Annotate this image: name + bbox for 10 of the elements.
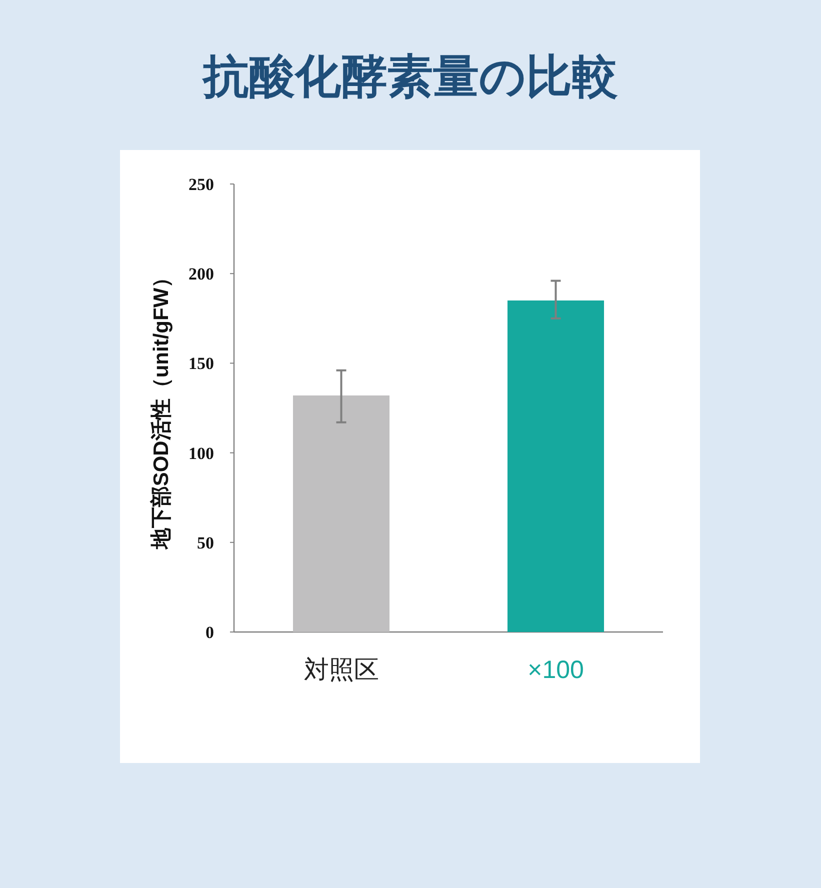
y-tick-label: 50	[197, 533, 214, 552]
y-tick-label: 100	[188, 444, 214, 463]
x-tick-label: ×100	[528, 656, 584, 684]
y-tick-label: 200	[188, 264, 214, 284]
y-tick-label: 0	[206, 623, 214, 642]
x-tick-label: 対照区	[304, 656, 379, 684]
y-tick-label: 150	[188, 354, 214, 374]
y-tick-label: 250	[188, 175, 214, 194]
chart-title: 抗酸化酵素量の比較	[201, 50, 618, 102]
y-axis-title: 地下部SOD活性（unit/gFW）	[149, 266, 173, 550]
